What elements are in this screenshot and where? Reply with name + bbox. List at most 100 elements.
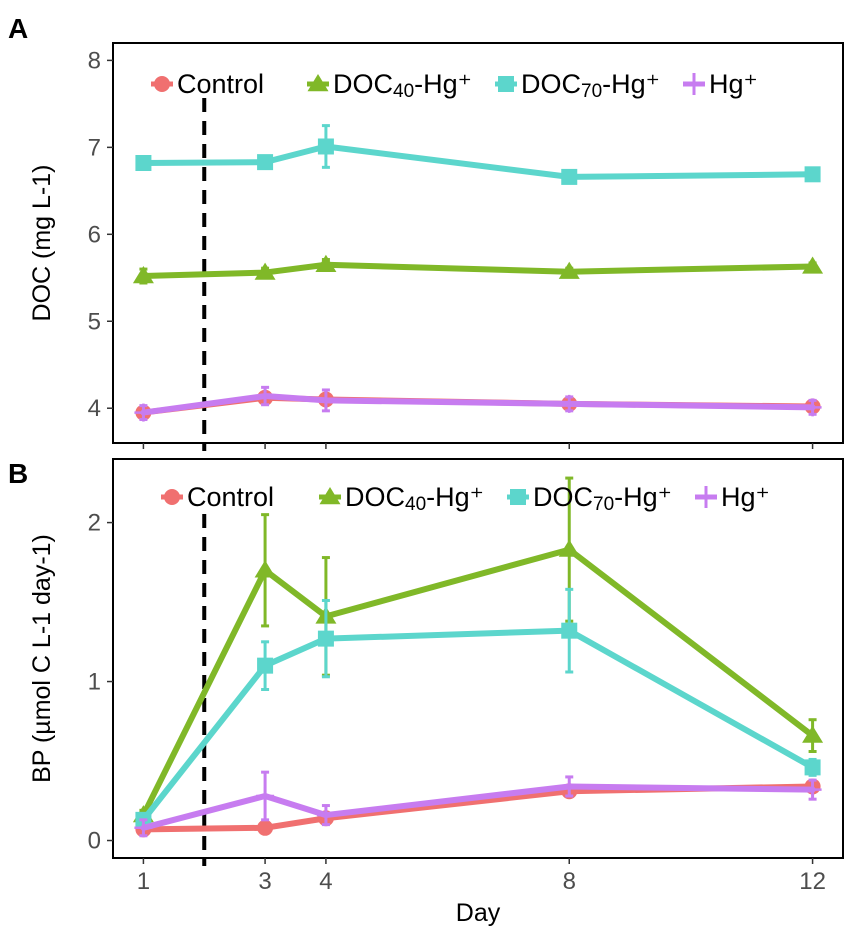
legend-label-main: DOC	[533, 482, 593, 512]
legend-item-doc70: DOC70-Hg⁺	[507, 482, 672, 515]
legend-label-main: Hg⁺	[721, 482, 770, 512]
legend-label-main: DOC	[333, 69, 393, 99]
panel-label-b: B	[8, 458, 28, 489]
legend-label-subscript: 70	[581, 81, 602, 102]
legend-key-marker	[319, 487, 341, 505]
data-point-hg	[316, 391, 335, 410]
data-point-doc40	[254, 262, 276, 280]
legend-label-subscript: 70	[593, 494, 614, 515]
data-point-hg	[134, 403, 153, 422]
y-tick-label: 2	[88, 510, 101, 537]
data-point-hg	[256, 787, 275, 806]
data-point-doc70	[317, 138, 334, 155]
x-tick-label: 3	[258, 868, 271, 895]
legend-key-marker	[164, 489, 180, 505]
y-tick-label: 5	[88, 308, 101, 335]
legend-label-main: DOC	[521, 69, 581, 99]
series-doc40	[132, 476, 824, 823]
data-point-hg	[560, 777, 579, 796]
legend-item-hg: Hg⁺	[683, 69, 758, 99]
series-doc40	[132, 254, 824, 285]
x-tick-label: 4	[319, 868, 332, 895]
y-tick-label: 8	[88, 47, 101, 74]
series-line-control	[140, 783, 816, 833]
legend-label-main: Control	[177, 69, 264, 99]
series-doc70	[135, 124, 821, 185]
legend-item-control: Control	[161, 482, 274, 512]
legend-key-marker	[498, 76, 514, 92]
y-tick-label: 1	[88, 669, 101, 696]
legend-item-doc70: DOC70-Hg⁺	[495, 69, 660, 102]
data-point-doc40	[802, 725, 824, 743]
legend-label-subscript: 40	[405, 494, 426, 515]
data-point-doc70	[804, 759, 821, 776]
data-point-doc70	[317, 630, 334, 647]
data-point-doc70	[561, 622, 578, 639]
legend-key-marker	[307, 74, 329, 92]
data-point-hg	[803, 398, 822, 417]
legend-label: DOC70-Hg⁺	[533, 482, 672, 515]
legend-label-main: DOC	[345, 482, 405, 512]
legend-label-suffix: -Hg⁺	[414, 69, 472, 99]
legend-item-doc40: DOC40-Hg⁺	[307, 69, 472, 102]
legend-item-hg: Hg⁺	[695, 482, 770, 512]
series-line-hg	[140, 783, 816, 831]
data-point-control	[257, 819, 274, 836]
series-hg	[134, 385, 822, 422]
data-point-doc40	[558, 539, 580, 557]
legend-label: DOC40-Hg⁺	[333, 69, 472, 102]
y-tick-label: 0	[88, 828, 101, 855]
x-tick-label: 1	[137, 868, 150, 895]
legend: Control DOC40-Hg⁺ DOC70-Hg⁺ Hg⁺	[151, 69, 758, 102]
data-point-doc70	[135, 155, 152, 171]
series-doc70	[135, 587, 821, 828]
legend-label: Control	[187, 482, 274, 512]
legend-label: Hg⁺	[721, 482, 770, 512]
legend-key-marker	[154, 76, 170, 92]
data-point-hg	[316, 806, 335, 825]
legend-label-suffix: -Hg⁺	[614, 482, 672, 512]
legend-label: DOC70-Hg⁺	[521, 69, 660, 102]
y-axis-title: DOC (mg L-1)	[28, 165, 56, 322]
y-tick-label: 6	[88, 221, 101, 248]
legend-label-suffix: -Hg⁺	[602, 69, 660, 99]
y-tick-label: 7	[88, 134, 101, 161]
legend-item-doc40: DOC40-Hg⁺	[319, 482, 484, 515]
data-point-doc70	[257, 657, 274, 674]
series-hg	[134, 770, 822, 838]
data-point-doc40	[802, 256, 824, 274]
series-line-doc70	[140, 143, 816, 180]
legend-key-marker	[510, 489, 526, 505]
legend-label-main: Control	[187, 482, 274, 512]
legend-label: DOC40-Hg⁺	[345, 482, 484, 515]
data-point-doc40	[254, 560, 276, 578]
legend-item-control: Control	[151, 69, 264, 99]
data-point-hg	[134, 818, 153, 837]
legend-label-main: Hg⁺	[709, 69, 758, 99]
data-point-doc40	[132, 266, 154, 284]
data-point-hg	[560, 394, 579, 413]
plot-area-frame	[112, 42, 844, 444]
data-point-hg	[803, 780, 822, 799]
series-line-doc40	[140, 546, 816, 819]
series-line-doc40	[140, 261, 816, 280]
x-tick-label: 8	[563, 868, 576, 895]
x-axis-title: Day	[456, 899, 501, 927]
legend-label: Hg⁺	[709, 69, 758, 99]
data-point-doc70	[257, 154, 274, 171]
data-point-doc70	[561, 168, 578, 185]
data-point-hg	[256, 387, 275, 406]
x-tick-label: 12	[799, 868, 826, 895]
y-tick-label: 4	[88, 395, 101, 422]
legend-label: Control	[177, 69, 264, 99]
series-line-hg	[140, 393, 816, 416]
data-point-doc70	[804, 166, 821, 183]
legend-label-subscript: 40	[393, 81, 414, 102]
panel-label-a: A	[8, 13, 28, 44]
legend-label-suffix: -Hg⁺	[426, 482, 484, 512]
data-point-doc40	[558, 261, 580, 279]
data-point-doc40	[315, 254, 337, 272]
legend: Control DOC40-Hg⁺ DOC70-Hg⁺ Hg⁺	[161, 482, 770, 515]
